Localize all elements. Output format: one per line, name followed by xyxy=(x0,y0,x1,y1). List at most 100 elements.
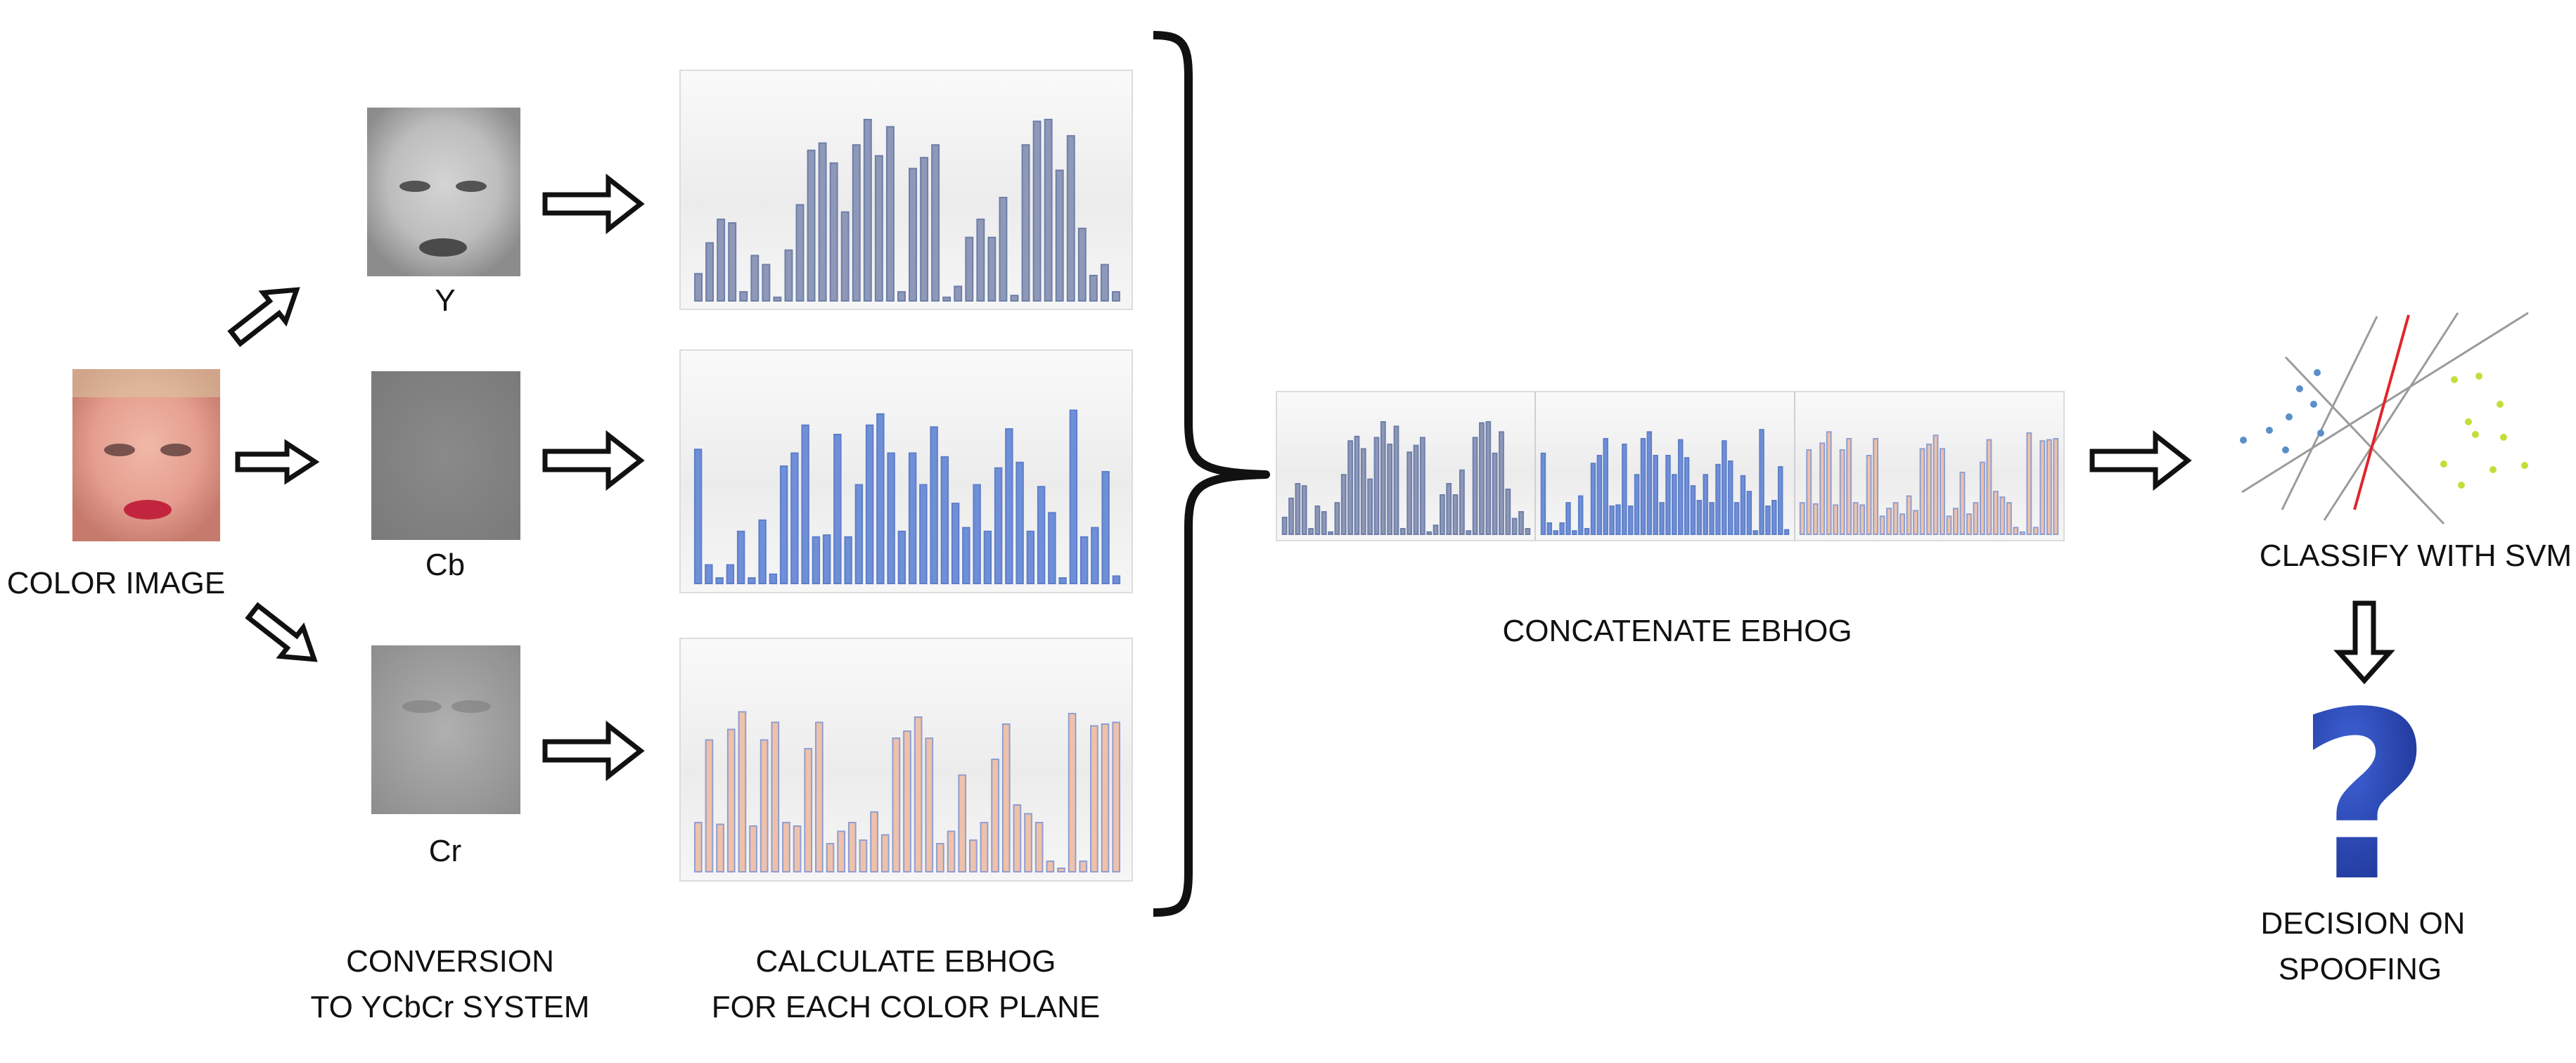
histogram-bar xyxy=(1505,489,1511,535)
histogram-bar xyxy=(793,825,802,872)
histogram-bar xyxy=(1334,502,1340,536)
histogram-bar xyxy=(1387,444,1393,535)
arrow-to-cb-icon xyxy=(235,439,320,485)
concatenated-histogram-panel xyxy=(1276,391,2065,541)
histogram-bar xyxy=(1089,274,1098,302)
histogram-bar xyxy=(784,249,793,302)
histogram-bar xyxy=(716,823,724,872)
calculate-label-line1: CALCULATE EBHOG xyxy=(755,944,1056,979)
histogram-bar xyxy=(876,413,885,584)
cr-histogram-panel xyxy=(679,638,1133,882)
histogram-bar xyxy=(726,728,736,872)
histogram-bar xyxy=(1013,804,1022,872)
histogram-bar xyxy=(1069,409,1078,584)
svm-point xyxy=(2475,373,2482,380)
histogram-bar xyxy=(885,126,895,302)
histogram-bar xyxy=(795,204,805,302)
histogram-bar xyxy=(909,167,918,302)
histogram-bar xyxy=(1393,425,1399,536)
histogram-bar xyxy=(854,484,864,584)
histogram-bar xyxy=(1919,448,1925,536)
histogram-bar xyxy=(1413,444,1419,535)
histogram-bar xyxy=(1553,530,1558,536)
histogram-bar xyxy=(1722,440,1727,536)
conversion-label-line1: CONVERSION xyxy=(346,944,554,979)
histogram-bar xyxy=(812,536,821,584)
histogram-bar xyxy=(1485,421,1492,535)
histogram-bar xyxy=(897,530,906,584)
histogram-bar xyxy=(1032,120,1042,302)
arrow-y-to-hist-icon xyxy=(542,173,645,235)
histogram-bar xyxy=(749,825,757,872)
histogram-bar xyxy=(980,822,989,872)
histogram-bar xyxy=(1518,511,1524,535)
histogram-bar xyxy=(1819,442,1826,536)
histogram-bar xyxy=(847,822,857,872)
histogram-bar xyxy=(983,530,992,584)
histogram-bar xyxy=(1866,455,1872,535)
histogram-bar xyxy=(892,737,901,872)
histogram-bar xyxy=(1068,713,1077,872)
histogram-bar xyxy=(1281,517,1288,535)
histogram-bar xyxy=(1659,502,1665,536)
histogram-bar xyxy=(844,536,852,584)
histogram-bar xyxy=(2019,531,2025,535)
histogram-bar xyxy=(1899,513,1905,536)
histogram-bar xyxy=(908,452,917,584)
histogram-bar xyxy=(870,811,878,872)
histogram-bar xyxy=(782,822,790,872)
histogram-bar xyxy=(951,503,960,584)
histogram-bar xyxy=(1026,530,1035,584)
histogram-bar xyxy=(914,716,923,872)
histogram-bar xyxy=(1308,528,1314,535)
histogram-bar xyxy=(1426,531,1433,535)
histogram-bar xyxy=(1940,448,1945,536)
histogram-bar xyxy=(815,721,824,872)
histogram-bar xyxy=(931,144,940,302)
histogram-bar xyxy=(717,218,726,302)
histogram-bar xyxy=(1439,494,1445,535)
histogram-bar xyxy=(822,534,831,584)
svm-point xyxy=(2266,427,2273,434)
histogram-bar xyxy=(1584,528,1590,535)
histogram-bar xyxy=(1466,530,1472,536)
histogram-bar xyxy=(1609,505,1615,535)
histogram-bar xyxy=(1066,135,1075,302)
histogram-bar xyxy=(1634,474,1640,536)
histogram-bar xyxy=(1886,508,1892,536)
histogram-bar xyxy=(726,564,735,584)
histogram-bar xyxy=(1340,474,1347,536)
histogram-bar xyxy=(1799,502,1805,536)
histogram-bar xyxy=(999,196,1008,302)
histogram-bar xyxy=(1946,515,1952,536)
svm-point xyxy=(2497,401,2504,408)
histogram-bar xyxy=(954,285,963,302)
classify-label: CLASSIFY WITH SVM xyxy=(2260,539,2572,573)
histogram-bar xyxy=(779,465,788,584)
histogram-bar xyxy=(987,236,997,302)
y-histogram-panel xyxy=(679,70,1133,310)
histogram-bar xyxy=(969,839,978,872)
histogram-bar xyxy=(1684,457,1690,536)
svm-point xyxy=(2317,430,2324,437)
histogram-bar xyxy=(1873,438,1879,535)
histogram-bar xyxy=(1992,491,1999,536)
arrow-to-y-icon xyxy=(227,287,300,347)
histogram-bar xyxy=(1892,502,1899,536)
histogram-bar xyxy=(1005,428,1013,584)
svm-point xyxy=(2310,401,2317,408)
histogram-bar xyxy=(1665,455,1671,535)
histogram-bar xyxy=(1577,495,1584,535)
histogram-bar xyxy=(1826,431,1832,536)
histogram-bar xyxy=(1986,439,1992,535)
histogram-bar xyxy=(976,218,985,302)
histogram-bar xyxy=(826,843,835,872)
histogram-bar xyxy=(920,157,929,302)
histogram-bar xyxy=(1057,868,1065,872)
histogram-bar xyxy=(1603,438,1608,535)
histogram-bar xyxy=(693,449,703,585)
svm-point xyxy=(2521,462,2528,469)
histogram-bar xyxy=(1001,723,1011,872)
histogram-bar xyxy=(1859,504,1866,536)
